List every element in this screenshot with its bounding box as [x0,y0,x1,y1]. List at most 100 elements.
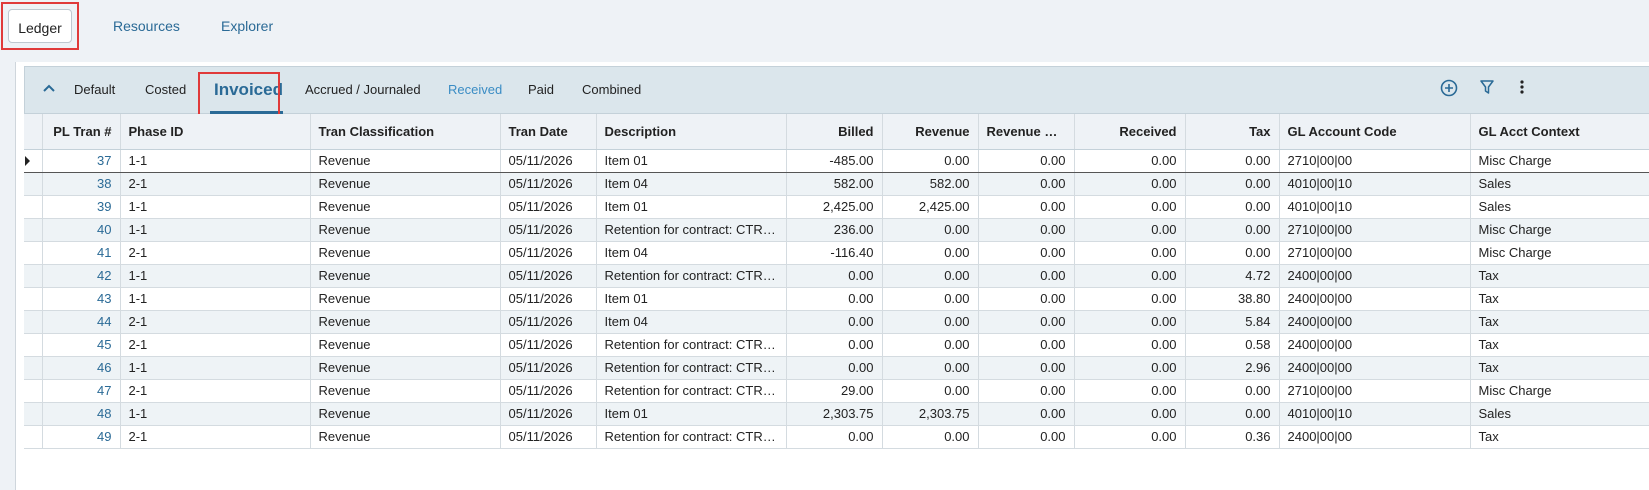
cell-tax: 5.84 [1185,310,1280,334]
row-indicator[interactable] [24,241,43,265]
cell-phase-id: 2-1 [120,379,311,403]
row-indicator[interactable] [24,195,43,219]
table-row[interactable]: 37 1-1 Revenue 05/11/2026 Item 01 -485.00 0.00… [24,148,1649,173]
cell-received: 0.00 [1074,218,1186,242]
cell-tax: 2.96 [1185,356,1280,380]
table-row[interactable]: 49 2-1 Revenue 05/11/2026 Retention for cont… [24,425,1649,449]
row-indicator[interactable] [24,310,43,334]
cell-pl-tran[interactable]: 41 [42,241,121,265]
cell-tax: 0.00 [1185,218,1280,242]
cell-pl-tran[interactable]: 39 [42,195,121,219]
cell-pl-tran[interactable]: 40 [42,218,121,242]
cell-revenue-wip: 0.00 [978,148,1075,173]
col-description[interactable]: Description [596,114,787,150]
table-row[interactable]: 45 2-1 Revenue 05/11/2026 Retention for cont… [24,333,1649,357]
subtab-paid[interactable]: Paid [528,82,555,97]
cell-pl-tran[interactable]: 44 [42,310,121,334]
cell-received: 0.00 [1074,264,1186,288]
table-row[interactable]: 47 2-1 Revenue 05/11/2026 Retention for cont… [24,379,1649,403]
cell-billed: 0.00 [786,356,883,380]
table-row[interactable]: 48 1-1 Revenue 05/11/2026 Item 01 2,303.75 2,3… [24,402,1649,426]
subtab-accrued-journaled[interactable]: Accrued / Journaled [305,82,421,97]
cell-description: Retention for contract: CTR-0... [596,425,787,449]
cell-gl-account-code: 2400|00|00 [1279,287,1471,311]
row-indicator[interactable] [24,148,43,173]
row-indicator[interactable] [24,172,43,196]
table-row[interactable]: 41 2-1 Revenue 05/11/2026 Item 04 -116.40 0.00… [24,241,1649,265]
row-indicator[interactable] [24,402,43,426]
tab-explorer[interactable]: Explorer [221,18,274,34]
subtab-invoiced[interactable]: Invoiced [214,80,283,99]
cell-revenue: 0.00 [882,379,979,403]
cell-pl-tran[interactable]: 47 [42,379,121,403]
row-indicator[interactable] [24,333,43,357]
cell-tran-classification: Revenue [310,218,501,242]
cell-tran-classification: Revenue [310,195,501,219]
add-circle-icon[interactable] [1439,79,1459,99]
row-indicator[interactable] [24,356,43,380]
subtab-combined[interactable]: Combined [582,82,642,97]
col-tran-date[interactable]: Tran Date [500,114,597,150]
cell-tran-date: 05/11/2026 [500,333,597,357]
col-gl-acct-context[interactable]: GL Acct Context [1470,114,1649,150]
cell-description: Retention for contract: CTR-0... [596,379,787,403]
cell-gl-account-code: 2400|00|00 [1279,333,1471,357]
cell-gl-account-code: 2400|00|00 [1279,264,1471,288]
cell-pl-tran[interactable]: 45 [42,333,121,357]
cell-revenue: 0.00 [882,148,979,173]
subtab-default[interactable]: Default [74,82,116,97]
cell-received: 0.00 [1074,425,1186,449]
col-revenue-wip[interactable]: Revenue WIP [978,114,1075,150]
cell-gl-acct-context: Tax [1470,425,1649,449]
table-row[interactable]: 39 1-1 Revenue 05/11/2026 Item 01 2,425.00 2,4… [24,195,1649,219]
more-vertical-icon[interactable] [1512,79,1532,99]
table-row[interactable]: 38 2-1 Revenue 05/11/2026 Item 04 582.00 582.0… [24,172,1649,196]
cell-tax: 0.36 [1185,425,1280,449]
col-pl-tran[interactable]: PL Tran # [42,114,121,150]
cell-pl-tran[interactable]: 48 [42,402,121,426]
filter-icon[interactable] [1477,79,1497,99]
cell-phase-id: 1-1 [120,264,311,288]
cell-billed: 0.00 [786,310,883,334]
row-indicator[interactable] [24,264,43,288]
cell-tax: 0.00 [1185,241,1280,265]
cell-revenue: 0.00 [882,310,979,334]
cell-billed: 0.00 [786,264,883,288]
col-revenue[interactable]: Revenue [882,114,979,150]
col-tran-classification[interactable]: Tran Classification [310,114,501,150]
col-billed[interactable]: Billed [786,114,883,150]
chevron-up-icon[interactable] [41,81,57,97]
cell-phase-id: 1-1 [120,195,311,219]
ledger-table: PL Tran # Phase ID Tran Classification T… [24,114,1649,449]
table-row[interactable]: 44 2-1 Revenue 05/11/2026 Item 04 0.00 0.00 0.0… [24,310,1649,334]
col-tax[interactable]: Tax [1185,114,1280,150]
cell-pl-tran[interactable]: 42 [42,264,121,288]
subtab-received[interactable]: Received [448,82,503,97]
col-phase-id[interactable]: Phase ID [120,114,311,150]
col-received[interactable]: Received [1074,114,1186,150]
cell-tax: 0.00 [1185,402,1280,426]
table-row[interactable]: 46 1-1 Revenue 05/11/2026 Retention for cont… [24,356,1649,380]
cell-phase-id: 2-1 [120,310,311,334]
tab-resources[interactable]: Resources [113,18,180,34]
table-row[interactable]: 42 1-1 Revenue 05/11/2026 Retention for cont… [24,264,1649,288]
cell-received: 0.00 [1074,148,1186,173]
col-gl-account-code[interactable]: GL Account Code [1279,114,1471,150]
cell-description: Item 01 [596,287,787,311]
row-indicator[interactable] [24,425,43,449]
cell-pl-tran[interactable]: 37 [42,148,121,173]
row-indicator[interactable] [24,218,43,242]
cell-pl-tran[interactable]: 38 [42,172,121,196]
cell-pl-tran[interactable]: 49 [42,425,121,449]
row-indicator[interactable] [24,287,43,311]
subtab-costed[interactable]: Costed [145,82,187,97]
row-indicator[interactable] [24,379,43,403]
cell-received: 0.00 [1074,356,1186,380]
cell-gl-account-code: 2710|00|00 [1279,379,1471,403]
cell-pl-tran[interactable]: 46 [42,356,121,380]
table-row[interactable]: 40 1-1 Revenue 05/11/2026 Retention for cont… [24,218,1649,242]
tab-ledger[interactable]: Ledger [1,2,79,50]
cell-pl-tran[interactable]: 43 [42,287,121,311]
tab-ledger-label: Ledger [8,9,72,43]
table-row[interactable]: 43 1-1 Revenue 05/11/2026 Item 01 0.00 0.00 0.0… [24,287,1649,311]
